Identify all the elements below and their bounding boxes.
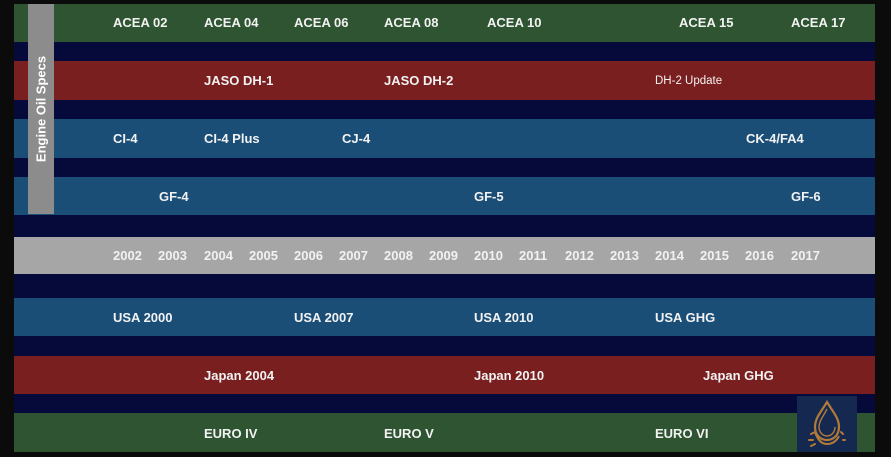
gf-label: GF-6: [791, 189, 821, 204]
japan-label: Japan 2010: [474, 368, 545, 383]
acea-label: ACEA 15: [679, 15, 734, 30]
api-c-label: CJ-4: [342, 131, 371, 146]
api-c-label: CI-4 Plus: [204, 131, 260, 146]
euro-label: EURO IV: [204, 426, 258, 441]
spacer-band: [14, 100, 875, 119]
year-label: 2015: [700, 248, 729, 263]
acea-label: ACEA 08: [384, 15, 439, 30]
euro-band: [14, 413, 875, 452]
gf-band: [14, 177, 875, 215]
api-c-label: CI-4: [113, 131, 138, 146]
spacer-band: [14, 336, 875, 356]
year-label: 2002: [113, 248, 142, 263]
usa-band: [14, 298, 875, 336]
jaso-label: JASO DH-1: [204, 73, 274, 88]
logo: [797, 396, 857, 452]
year-label: 2013: [610, 248, 639, 263]
acea-label: ACEA 02: [113, 15, 168, 30]
gf-label: GF-4: [159, 189, 189, 204]
year-label: 2009: [429, 248, 458, 263]
api-c-band: [14, 119, 875, 158]
euro-label: EURO V: [384, 426, 434, 441]
acea-label: ACEA 17: [791, 15, 846, 30]
spacer-band: [14, 394, 875, 413]
spacer-band: [14, 158, 875, 177]
spacer-band: [14, 42, 875, 61]
acea-label: ACEA 06: [294, 15, 349, 30]
year-label: 2014: [655, 248, 684, 263]
gf-label: GF-5: [474, 189, 504, 204]
usa-label: USA GHG: [655, 310, 716, 325]
year-label: 2012: [565, 248, 594, 263]
year-label: 2006: [294, 248, 323, 263]
year-label: 2005: [249, 248, 278, 263]
api-c-label: CK-4/FA4: [746, 131, 804, 146]
japan-label: Japan 2004: [204, 368, 275, 383]
year-label: 2011: [519, 248, 548, 263]
usa-label: USA 2000: [113, 310, 173, 325]
year-label: 2010: [474, 248, 503, 263]
year-band: [14, 237, 875, 274]
acea-label: ACEA 10: [487, 15, 542, 30]
year-label: 2004: [204, 248, 233, 263]
oil-drop-gear-logo-icon: [808, 399, 846, 447]
spacer-band: [14, 215, 875, 237]
usa-label: USA 2010: [474, 310, 534, 325]
year-label: 2016: [745, 248, 774, 263]
year-label: 2003: [158, 248, 187, 263]
year-label: 2008: [384, 248, 413, 263]
side-title-tab: Engine Oil Specs: [28, 4, 54, 214]
spacer-band: [14, 274, 875, 298]
year-label: 2017: [791, 248, 820, 263]
acea-band: [14, 4, 875, 42]
acea-label: ACEA 04: [204, 15, 259, 30]
jaso-band: [14, 61, 875, 100]
euro-label: EURO VI: [655, 426, 709, 441]
jaso-label: DH-2 Update: [655, 75, 723, 87]
usa-label: USA 2007: [294, 310, 354, 325]
jaso-label: JASO DH-2: [384, 73, 454, 88]
japan-label: Japan GHG: [703, 368, 774, 383]
year-label: 2007: [339, 248, 368, 263]
side-title: Engine Oil Specs: [33, 55, 49, 163]
japan-band: [14, 356, 875, 394]
